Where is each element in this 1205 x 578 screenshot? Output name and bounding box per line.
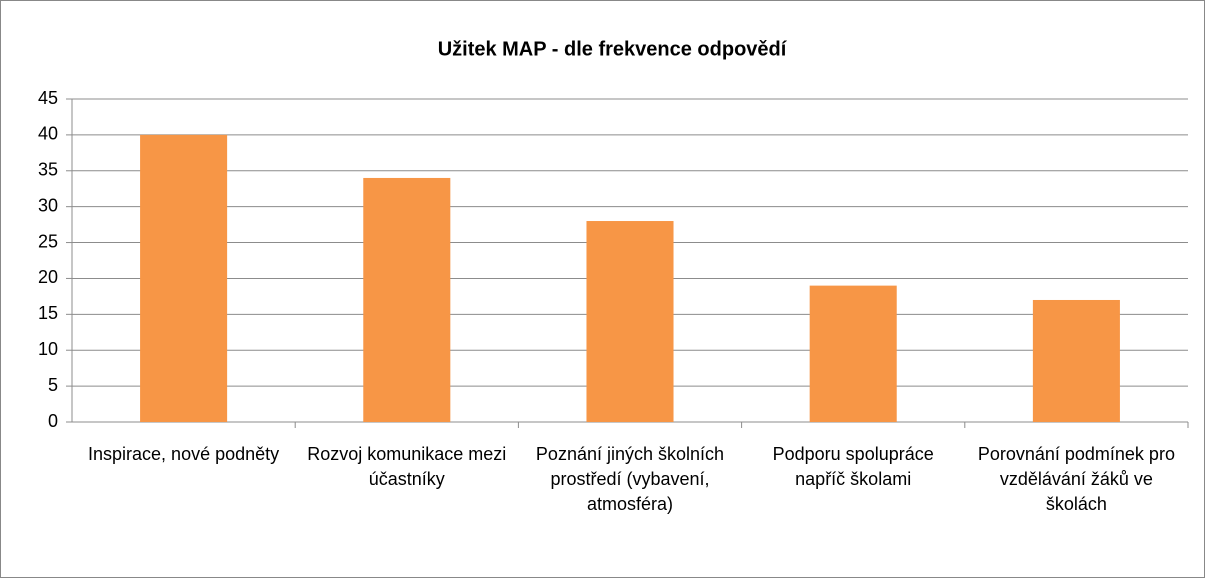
chart-title: Užitek MAP - dle frekvence odpovědí	[438, 38, 788, 60]
x-tick-label: Porovnání podmínek pro vzdělávání žáků v…	[977, 444, 1175, 514]
bar	[809, 285, 897, 422]
x-tick-label: Inspirace, nové podněty	[88, 444, 280, 464]
x-tick-label: Podporu spolupráce napříč školami	[772, 444, 934, 489]
x-tick-label: Poznání jiných školních prostředí (vybav…	[535, 444, 725, 514]
y-tick-label: 15	[38, 303, 58, 323]
x-tick-label: Rozvoj komunikace mezi účastníky	[307, 444, 507, 489]
y-tick-label: 35	[38, 160, 58, 180]
y-tick-label: 30	[38, 195, 58, 215]
y-tick-label: 25	[38, 231, 58, 251]
y-tick-label: 0	[48, 411, 58, 431]
bar	[363, 177, 451, 422]
bar	[1032, 299, 1120, 422]
y-tick-label: 5	[48, 375, 58, 395]
y-tick-label: 40	[38, 124, 58, 144]
y-tick-label: 45	[38, 88, 58, 108]
y-tick-label: 20	[38, 267, 58, 287]
bar	[140, 134, 228, 422]
y-tick-label: 10	[38, 339, 58, 359]
bar	[586, 221, 674, 422]
